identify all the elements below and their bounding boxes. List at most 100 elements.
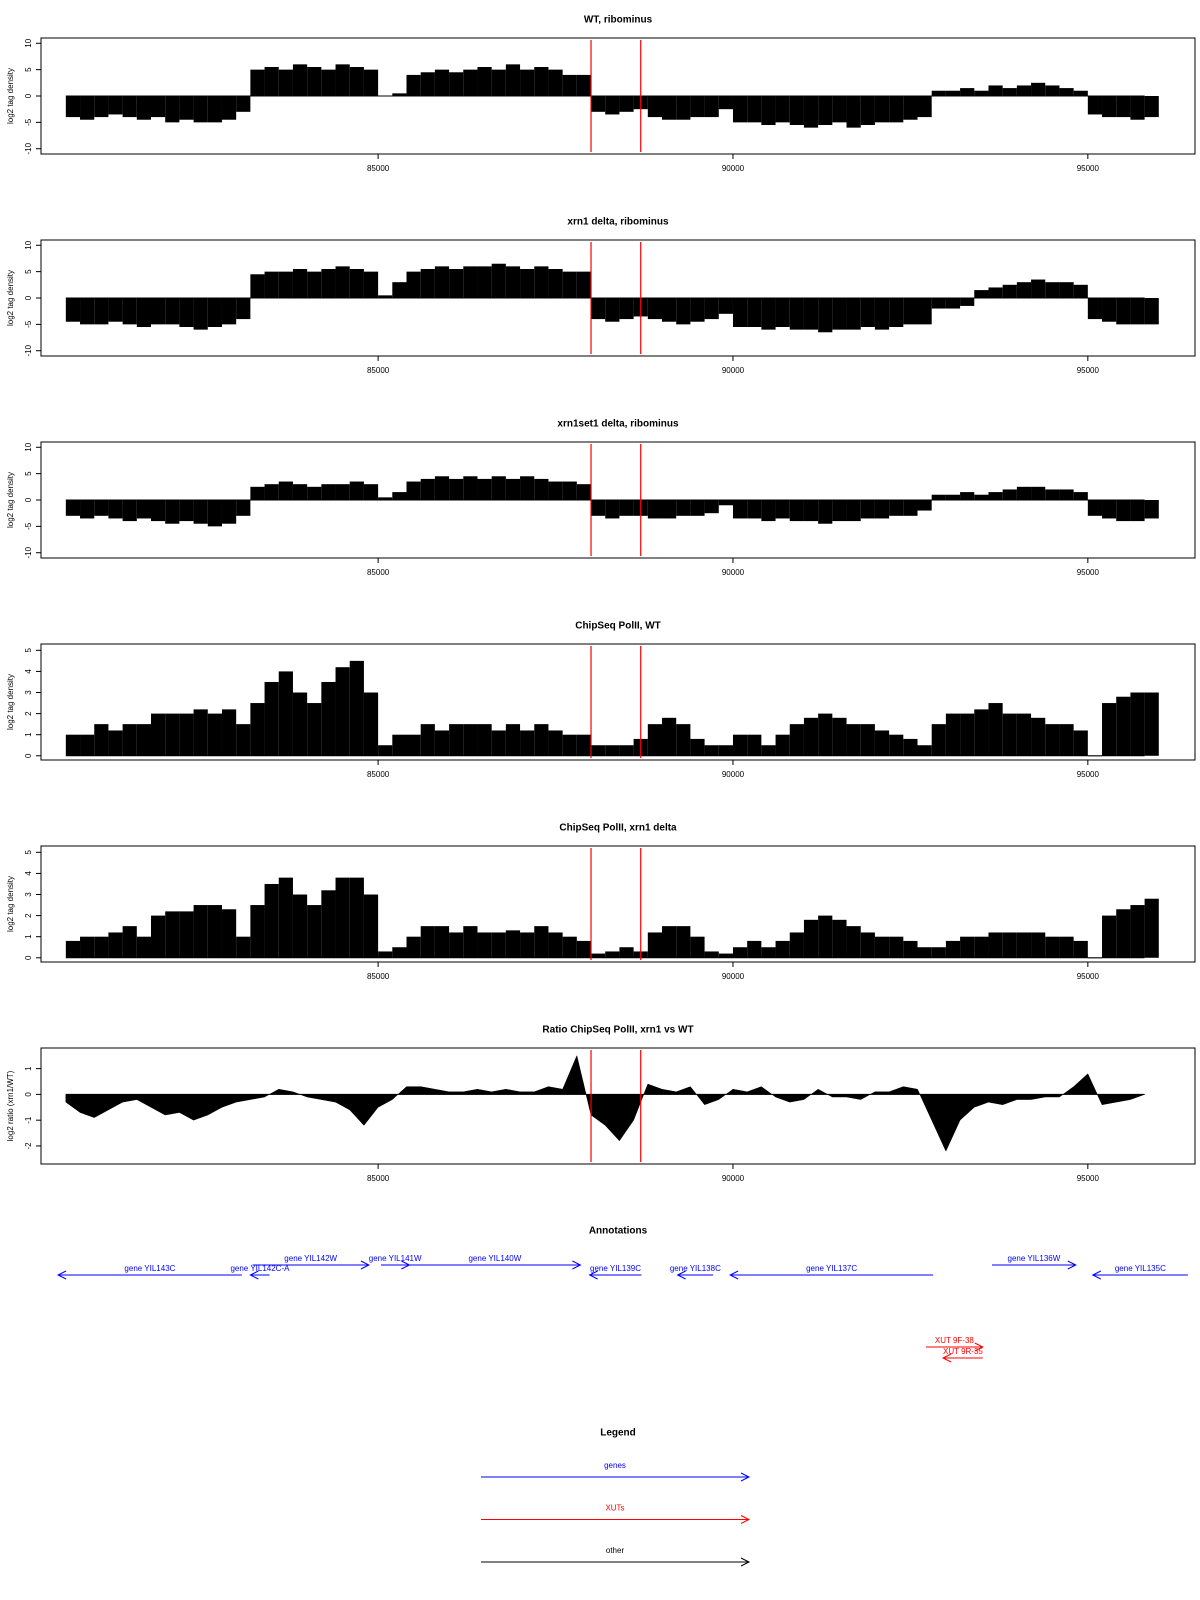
bar bbox=[761, 96, 776, 125]
bar bbox=[250, 486, 265, 500]
bar bbox=[1087, 500, 1103, 516]
bar bbox=[803, 298, 819, 330]
y-axis-label: log2 tag density bbox=[6, 270, 15, 326]
arrow-head bbox=[729, 1270, 739, 1280]
bar bbox=[605, 745, 620, 756]
bar bbox=[576, 74, 592, 96]
bar bbox=[1016, 486, 1032, 500]
bar bbox=[406, 936, 421, 958]
bar bbox=[832, 298, 847, 330]
y-tick-label: 0 bbox=[24, 1092, 33, 1097]
bar bbox=[818, 713, 833, 756]
bar bbox=[491, 932, 506, 958]
bar bbox=[832, 96, 847, 123]
bar bbox=[605, 951, 620, 958]
y-tick-label: -5 bbox=[24, 320, 33, 328]
bar bbox=[1031, 486, 1046, 500]
bar bbox=[960, 298, 975, 306]
bar bbox=[903, 738, 918, 756]
bar bbox=[292, 484, 308, 500]
bar bbox=[349, 481, 364, 500]
bar bbox=[207, 905, 222, 958]
bar bbox=[960, 936, 975, 958]
bar bbox=[718, 953, 733, 958]
bar bbox=[1059, 724, 1074, 756]
bar bbox=[732, 947, 748, 958]
bar bbox=[676, 96, 691, 120]
x-tick-label: 85000 bbox=[367, 972, 390, 981]
x-tick-label: 85000 bbox=[367, 568, 390, 577]
arrow-head bbox=[676, 1270, 686, 1280]
bar bbox=[434, 476, 450, 500]
bar bbox=[761, 745, 776, 756]
bar bbox=[803, 96, 819, 128]
bar bbox=[434, 926, 450, 958]
bar bbox=[889, 298, 904, 327]
bar bbox=[846, 724, 861, 756]
bar bbox=[108, 298, 123, 322]
bar bbox=[207, 298, 222, 327]
y-tick-label: -5 bbox=[24, 522, 33, 530]
bar bbox=[789, 96, 804, 125]
bar bbox=[647, 96, 663, 118]
bar bbox=[378, 497, 393, 500]
bar bbox=[520, 269, 535, 298]
bar bbox=[662, 96, 677, 120]
bar bbox=[903, 298, 918, 325]
bar bbox=[974, 90, 989, 96]
bar bbox=[94, 724, 109, 756]
bar bbox=[803, 919, 819, 958]
bar bbox=[449, 478, 464, 500]
bar bbox=[250, 274, 265, 298]
bar bbox=[1045, 282, 1060, 298]
bar bbox=[789, 932, 804, 958]
bar bbox=[619, 298, 634, 320]
bar bbox=[789, 724, 804, 756]
bar bbox=[463, 476, 478, 500]
bar bbox=[108, 96, 123, 115]
bar bbox=[378, 951, 393, 958]
bar bbox=[917, 298, 932, 325]
bar bbox=[534, 926, 549, 958]
y-tick-label: 4 bbox=[24, 669, 33, 674]
bar bbox=[221, 298, 237, 325]
bar bbox=[775, 734, 790, 756]
bar bbox=[690, 298, 705, 322]
bar bbox=[988, 703, 1003, 756]
bar bbox=[321, 269, 336, 298]
feature-label: gene YIL141W bbox=[369, 1254, 422, 1263]
bar bbox=[406, 481, 421, 500]
bar bbox=[108, 730, 123, 756]
x-tick-label: 90000 bbox=[722, 568, 745, 577]
bar bbox=[548, 481, 563, 500]
bar bbox=[80, 500, 95, 519]
bar bbox=[534, 266, 549, 298]
bar bbox=[449, 72, 464, 96]
bar bbox=[193, 298, 208, 330]
bar bbox=[747, 734, 762, 756]
bar bbox=[335, 484, 350, 500]
bar bbox=[576, 271, 592, 298]
x-tick-label: 95000 bbox=[1077, 770, 1100, 779]
panel-title: Ratio ChipSeq PolII, xrn1 vs WT bbox=[542, 1025, 693, 1036]
legend-title: Legend bbox=[600, 1428, 636, 1439]
x-tick-label: 95000 bbox=[1077, 568, 1100, 577]
bar bbox=[917, 96, 932, 118]
bar bbox=[974, 709, 989, 756]
x-tick-label: 85000 bbox=[367, 770, 390, 779]
bar bbox=[207, 96, 222, 123]
bar bbox=[548, 730, 563, 756]
y-tick-label: 0 bbox=[24, 93, 33, 98]
bar bbox=[65, 96, 81, 118]
bar bbox=[449, 932, 464, 958]
bar bbox=[193, 709, 208, 756]
bar bbox=[562, 936, 577, 958]
bar bbox=[903, 500, 918, 516]
bar bbox=[676, 298, 691, 325]
bar bbox=[136, 298, 152, 327]
bar bbox=[690, 936, 705, 958]
bar bbox=[832, 919, 847, 958]
bar bbox=[846, 926, 861, 958]
bar bbox=[349, 877, 364, 958]
